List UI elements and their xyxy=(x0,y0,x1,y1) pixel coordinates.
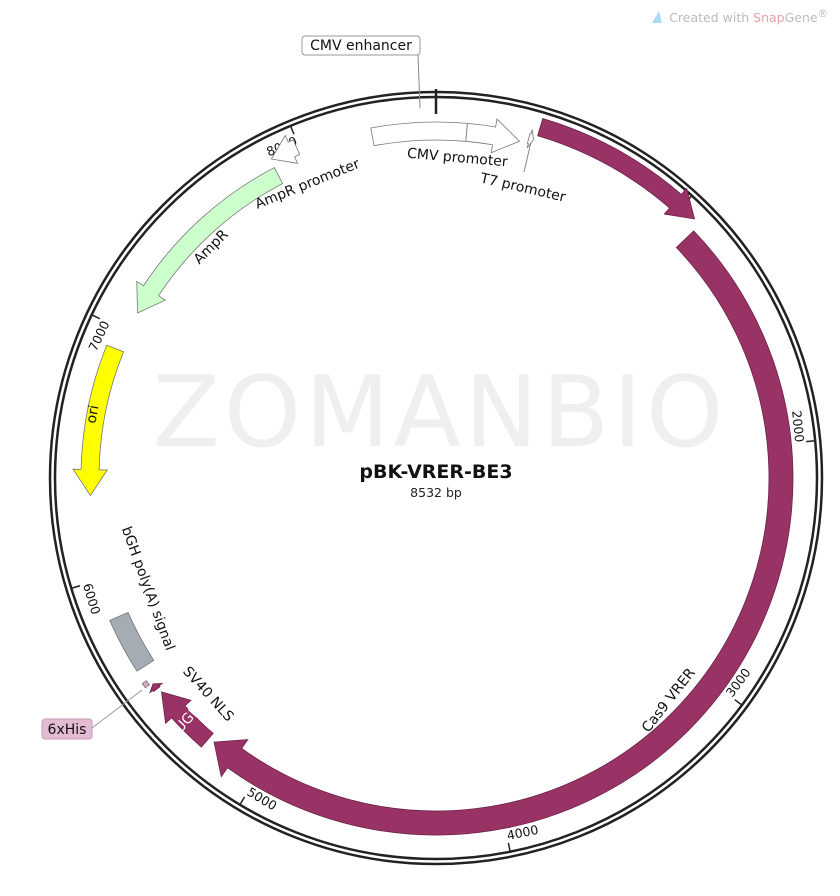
tick-mark xyxy=(90,313,101,320)
credit-brand-gene: Gene xyxy=(784,10,818,26)
feature-label: CMV enhancer xyxy=(310,38,412,54)
callout-line-t7 xyxy=(523,141,532,173)
callout-box xyxy=(301,35,421,56)
feature-ori-arrow[interactable] xyxy=(72,344,125,497)
feature-cmv-promoter-arrow[interactable] xyxy=(465,118,521,154)
credit-brand-snap: Snap xyxy=(753,10,785,26)
feature-apobec-1-arrow[interactable] xyxy=(537,118,696,220)
features xyxy=(72,118,794,836)
label-ori[interactable]: ori xyxy=(84,404,103,425)
callout-line xyxy=(91,689,143,729)
label-cmv-enhancer[interactable]: CMV enhancer xyxy=(301,35,421,109)
tick-label: 4000 xyxy=(505,822,539,843)
tick-label: 2000 xyxy=(789,410,807,443)
plasmid-name: pBK-VRER-BE3 xyxy=(359,461,512,483)
credit-text: Created with xyxy=(669,10,754,26)
feature-6xhis[interactable] xyxy=(141,680,150,689)
feature-ampr-promoter-arrow[interactable] xyxy=(270,134,301,164)
tick-mark xyxy=(238,796,246,806)
feature-ugi-arrow[interactable] xyxy=(161,691,214,748)
feature-cmv-enhancer[interactable] xyxy=(370,121,468,147)
watermark: ZOMANBIO xyxy=(153,356,727,470)
tick-mark xyxy=(289,124,295,135)
label-6xhis[interactable]: 6xHis xyxy=(41,689,143,740)
feature-label: 6xHis xyxy=(48,722,87,738)
plasmid-length: 8532 bp xyxy=(410,485,462,500)
label-t7-promoter[interactable]: T7 promoter xyxy=(478,170,567,205)
callout-box xyxy=(41,718,93,740)
tick-mark xyxy=(70,585,81,590)
feature-ampr-arrow[interactable] xyxy=(136,167,284,314)
tick-mark xyxy=(734,699,744,707)
credit-reg: ® xyxy=(817,8,828,20)
backbone xyxy=(48,89,824,866)
tick-mark xyxy=(806,439,817,443)
feature-cas9-vrer-arrow[interactable] xyxy=(213,230,794,836)
feature-bgh-poly-a-signal[interactable] xyxy=(109,611,155,672)
snapgene-credit: Created with SnapGene® xyxy=(652,8,828,26)
feature-sv40-nls-arrow[interactable] xyxy=(149,683,164,694)
tick-mark xyxy=(507,842,512,853)
callout-line xyxy=(417,53,421,109)
tick-label: 6000 xyxy=(80,581,104,616)
